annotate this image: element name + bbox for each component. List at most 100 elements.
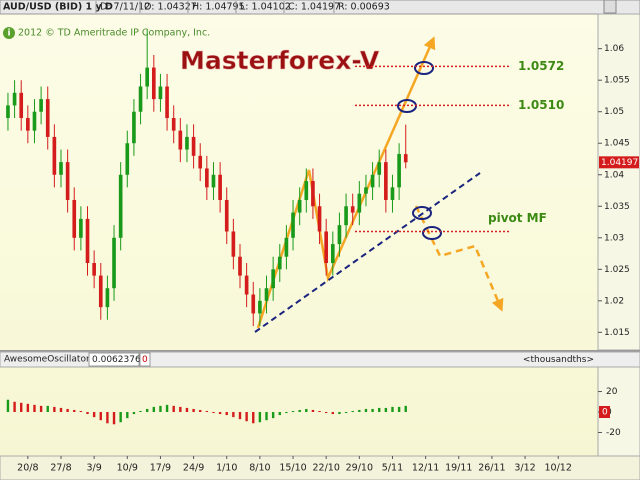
osc-bar bbox=[271, 412, 275, 419]
x-tick-label: 17/9 bbox=[150, 463, 171, 474]
osc-bar bbox=[331, 412, 335, 415]
window-button[interactable] bbox=[603, 0, 617, 14]
candle-body bbox=[211, 174, 216, 188]
candle-body bbox=[317, 206, 322, 232]
osc-bar bbox=[285, 412, 288, 414]
osc-bar bbox=[172, 405, 175, 413]
candle-body bbox=[191, 136, 196, 156]
x-tick-label: 3/9 bbox=[86, 463, 101, 474]
candle-body bbox=[384, 162, 388, 200]
candle-body bbox=[59, 162, 63, 175]
candle-body bbox=[330, 244, 335, 264]
osc-bar bbox=[39, 405, 43, 413]
osc-bar bbox=[6, 399, 10, 413]
marker-ellipse bbox=[422, 226, 442, 240]
candle-body bbox=[238, 256, 242, 276]
header-field: C: 1.04197 bbox=[288, 2, 340, 13]
x-tick-label: 15/10 bbox=[279, 463, 306, 474]
osc-bar bbox=[238, 412, 242, 420]
x-tick-label: 10/12 bbox=[545, 463, 572, 474]
candle-body bbox=[377, 162, 382, 175]
indicator-unit: <thousandths> bbox=[523, 355, 594, 365]
x-tick-label: 19/11 bbox=[445, 463, 472, 474]
x-tick-label: 10/9 bbox=[117, 463, 138, 474]
last-price-label: 1.04197 bbox=[601, 158, 638, 168]
candle-body bbox=[105, 288, 110, 308]
y-tick-label: 1.02 bbox=[604, 296, 624, 306]
osc-bar bbox=[165, 404, 169, 413]
x-tick-label: 3/12 bbox=[514, 463, 535, 474]
osc-bar bbox=[378, 407, 381, 413]
y-tick-label: 1.015 bbox=[604, 328, 630, 338]
osc-bar bbox=[179, 406, 182, 413]
candle-body bbox=[171, 118, 176, 131]
osc-bar bbox=[358, 409, 361, 413]
y-tick-label: 1.04 bbox=[604, 170, 624, 180]
candle-body bbox=[251, 294, 256, 314]
candle-body bbox=[231, 231, 236, 257]
candle-body bbox=[350, 206, 355, 213]
candle-body bbox=[397, 153, 401, 188]
header-field: H: 1.04795 bbox=[192, 2, 245, 13]
candle-body bbox=[364, 187, 368, 194]
candle-body bbox=[264, 288, 269, 301]
osc-bar bbox=[258, 412, 262, 423]
candle-body bbox=[92, 263, 96, 276]
osc-value-box bbox=[599, 406, 610, 419]
candle-body bbox=[185, 136, 189, 150]
y-tick-label: 1.06 bbox=[604, 44, 624, 54]
x-tick-label: 27/8 bbox=[50, 463, 71, 474]
header-field: D: 7/11/12 bbox=[100, 2, 150, 13]
osc-bar bbox=[344, 412, 348, 414]
header-field: O: 1.04327 bbox=[144, 2, 197, 13]
candle-body bbox=[112, 237, 116, 289]
osc-bar bbox=[112, 412, 116, 425]
x-tick-label: 29/10 bbox=[346, 463, 373, 474]
osc-bar bbox=[298, 409, 301, 413]
chart-title: Masterforex-V bbox=[180, 46, 380, 75]
osc-bar bbox=[384, 407, 388, 413]
candle-body bbox=[118, 174, 123, 238]
osc-bar bbox=[324, 412, 328, 414]
x-tick-label: 24/9 bbox=[183, 463, 204, 474]
marker-ellipse bbox=[414, 61, 434, 75]
divider bbox=[0, 350, 640, 352]
osc-value-label: 0 bbox=[602, 408, 608, 418]
osc-bar bbox=[92, 412, 96, 418]
osc-bar bbox=[311, 409, 315, 413]
candle-body bbox=[244, 275, 249, 295]
indicator-name: AwesomeOscillator bbox=[4, 355, 90, 365]
osc-bar bbox=[371, 408, 374, 413]
osc-bar bbox=[225, 412, 228, 416]
osc-bar bbox=[33, 404, 36, 413]
indicator-bar bbox=[0, 351, 640, 368]
candle-body bbox=[98, 275, 103, 308]
candle-body bbox=[138, 86, 143, 112]
y-tick-label: 1.035 bbox=[604, 202, 630, 212]
osc-bar bbox=[46, 405, 49, 413]
osc-bar bbox=[212, 412, 215, 414]
candle-body bbox=[151, 67, 156, 100]
osc-bar bbox=[99, 412, 102, 421]
osc-bar bbox=[205, 410, 209, 413]
candle-body bbox=[52, 136, 57, 175]
candle-body bbox=[357, 193, 362, 213]
y-tick-label: 1.045 bbox=[604, 139, 630, 149]
osc-bar bbox=[79, 410, 83, 413]
osc-bar bbox=[291, 410, 295, 413]
candle-body bbox=[178, 130, 183, 150]
candle-body bbox=[297, 199, 302, 213]
trend-line bbox=[254, 172, 481, 333]
osc-bar bbox=[397, 406, 401, 413]
candle-body bbox=[132, 111, 136, 144]
level-label: 1.0510 bbox=[518, 98, 564, 112]
header-field: L: 1.04102 bbox=[240, 2, 291, 13]
candle-body bbox=[65, 162, 70, 200]
osc-bar bbox=[132, 412, 136, 415]
candle-body bbox=[85, 218, 90, 264]
candle-body bbox=[291, 212, 295, 238]
osc-bar bbox=[13, 401, 16, 413]
x-tick-label: 8/10 bbox=[249, 463, 270, 474]
info-icon[interactable] bbox=[3, 27, 15, 39]
